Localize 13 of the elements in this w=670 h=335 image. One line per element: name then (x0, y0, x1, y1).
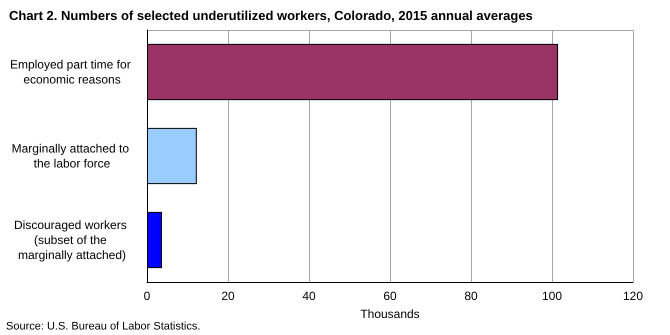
x-tick-label: 0 (144, 289, 151, 303)
x-tick-label: 20 (221, 289, 235, 303)
y-tick-label: Discouraged workers (subset of the marginally attached) (14, 218, 130, 262)
x-tick-label: 100 (542, 289, 562, 303)
y-tick-label: Marginally attached to the labor force (12, 142, 132, 170)
y-tick-label: Employed part time for economic reasons (10, 58, 134, 86)
x-tick-label: 60 (383, 289, 397, 303)
chart-title: Chart 2. Numbers of selected underutilized workers, Colorado, 2015 annual averages (9, 8, 533, 23)
x-tick-label: 80 (464, 289, 478, 303)
x-axis-title: Thousands (360, 307, 420, 321)
source-note: Source: U.S. Bureau of Labor Statistics. (6, 320, 200, 332)
x-tick-label: 40 (302, 289, 316, 303)
x-tick-label: 120 (622, 289, 644, 303)
